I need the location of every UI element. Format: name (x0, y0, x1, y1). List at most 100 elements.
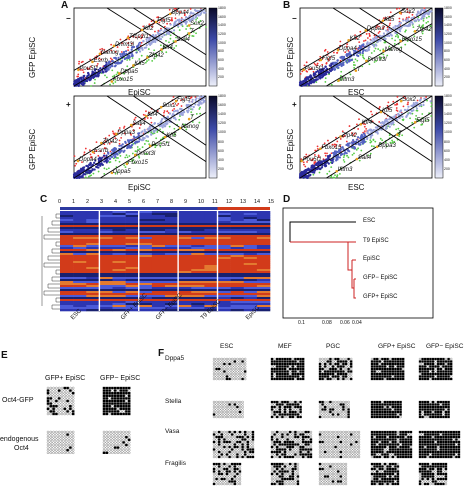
a-bottom-xlabel: EpiSC (128, 183, 151, 192)
gene-label: T (356, 66, 361, 73)
gene-label: Klf4 (147, 112, 158, 119)
e-row2a-label: endogenous (0, 436, 39, 443)
colorbar-tick: 800 (444, 49, 450, 54)
colorbar-tick: 1000 (444, 40, 452, 45)
gene-label: Klf5 (382, 108, 393, 115)
f-row-label: Stella (165, 398, 182, 405)
colorbar-tick: 1000 (444, 130, 452, 135)
gene-label: Pou5f1 (151, 141, 171, 148)
colorbar (208, 7, 218, 87)
f-grid (418, 430, 461, 459)
colorbar-tick: 1200 (218, 32, 226, 36)
colorbar-tick: 1800 (444, 6, 452, 10)
gene-label: Klf5 (134, 61, 145, 68)
colorbar-tick: 1800 (444, 94, 452, 98)
heatmap-panel-c (41, 207, 271, 312)
f-grid (318, 357, 353, 381)
gene-label: Dnmt3l (367, 56, 387, 63)
dendrogram-leaf: EpiSC (363, 256, 381, 262)
colorbar-tick: 1000 (218, 40, 226, 45)
colorbar (208, 95, 218, 179)
heatmap-tick: 0 (58, 199, 62, 205)
colorbar-tick: 1200 (444, 32, 452, 36)
gene-label: Nanog (181, 124, 199, 131)
f-grid (212, 430, 255, 459)
gene-label: Figf5 (177, 97, 191, 104)
gene-label: Fbxo15 (127, 159, 148, 166)
b-top-xlabel: ESC (348, 88, 365, 97)
f-grid (212, 400, 244, 419)
gene-label: Esrrb (93, 147, 109, 154)
scatter-a-bottom (72, 95, 218, 180)
f-grid (418, 400, 450, 419)
gene-label: Esrrb (93, 57, 108, 64)
e-row1-label: Oct4-GFP (2, 397, 34, 404)
f-column-label: GFP+ EpiSC (378, 343, 416, 350)
heatmap-tick: 6 (142, 199, 146, 205)
dendrogram-leaf: ESC (363, 218, 376, 224)
dendrogram-tick: 0.06 (340, 320, 350, 326)
heatmap-tick: 11 (212, 199, 218, 205)
panel-letter-c: C (40, 194, 48, 205)
dendrogram (282, 207, 434, 319)
gene-label: Klf4 (162, 45, 173, 52)
f-grid (418, 462, 448, 486)
f-row-label: Dppa5 (165, 355, 185, 362)
dendrogram-tick: 0.1 (298, 320, 305, 326)
f-grid (370, 430, 413, 459)
f-grid (370, 462, 400, 486)
gene-label: Dppa3 (378, 142, 396, 149)
colorbar-tick: 800 (444, 139, 450, 144)
gene-label: Dppa5 (112, 168, 131, 175)
heatmap-tick: 7 (156, 199, 160, 205)
panel-letter-e: E (1, 350, 8, 361)
colorbar-tick: 1200 (218, 121, 226, 126)
gene-label: Dppa5 (120, 69, 138, 76)
f-grid (318, 400, 350, 419)
gene-label: Nanog (384, 47, 403, 53)
f-grid (270, 430, 313, 459)
dendrogram-leaf: T9 EpiSC (363, 238, 389, 244)
e-grid-gfp-pos-endog (46, 430, 75, 454)
heatmap-tick: 3 (100, 199, 104, 205)
e-col1-label: GFP+ EpiSC (45, 375, 86, 382)
heatmap-tick: 15 (268, 199, 275, 205)
gene-label: Nanog (100, 49, 119, 56)
e-grid-gfp-pos-oct4gfp (46, 386, 75, 416)
colorbar-tick: 1600 (444, 103, 452, 108)
gene-label: Klf4 (361, 120, 373, 127)
gene-label: T (190, 29, 194, 36)
gene-label: Sall4 (357, 155, 372, 162)
heatmap-tick: 10 (198, 199, 205, 205)
colorbar-tick: 200 (218, 75, 224, 80)
colorbar-tick: 1400 (218, 112, 226, 117)
dendrogram-tick: 0.08 (322, 320, 332, 326)
colorbar-tick: 600 (444, 58, 450, 62)
colorbar-tick: 200 (444, 166, 450, 171)
gene-label: Dnmt3l (114, 41, 134, 48)
gene-label: Dppa3 (117, 130, 135, 137)
e-grid-gfp-neg-endog (102, 430, 131, 454)
heatmap-tick: 9 (184, 199, 188, 205)
gene-label: Figf5 (321, 56, 336, 62)
gene-label: Sox2 (401, 8, 415, 15)
colorbar-tick: 1400 (444, 112, 452, 117)
colorbar-tick: 1600 (218, 14, 226, 19)
gene-label: Zfp42 (148, 53, 164, 60)
heatmap-tick: 2 (86, 199, 90, 205)
colorbar-tick: 800 (218, 139, 224, 144)
heatmap-cells (60, 211, 271, 312)
heatmap-tick: 4 (114, 199, 118, 205)
gene-label: Dppa4 (171, 9, 189, 16)
f-grid (270, 400, 302, 419)
f-column-label: MEF (278, 343, 292, 350)
heatmap-tick: 14 (254, 199, 261, 205)
gene-label: Ifitm3 (339, 76, 355, 83)
heatmap-tick: 1 (72, 199, 76, 205)
gene-label: Ifitm3 (337, 167, 353, 174)
heatmap-tick: 13 (240, 199, 247, 205)
colorbar-tick: 1800 (218, 94, 226, 98)
gene-label: Klf5 (383, 16, 395, 23)
colorbar-tick: 1800 (218, 6, 226, 10)
